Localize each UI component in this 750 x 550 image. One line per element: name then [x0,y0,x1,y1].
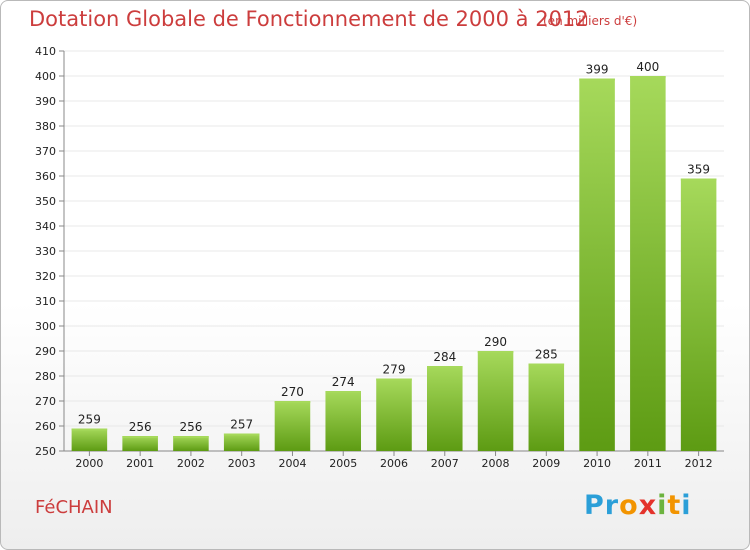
y-tick-label: 350 [35,195,56,208]
bar-2011 [630,76,666,451]
logo-letter: i [657,490,668,521]
data-label: 270 [281,385,304,399]
bar-top-edge [223,433,260,436]
bar-2008 [477,351,514,451]
x-tick-label: 2011 [634,457,662,470]
x-tick-label: 2004 [278,457,306,470]
bar-top-edge [274,401,311,403]
x-tick-label: 2010 [583,457,611,470]
y-tick-label: 330 [35,245,56,258]
data-label: 256 [179,420,202,434]
chart-title: Dotation Globale de Fonctionnement de 20… [29,7,589,31]
bar-2012 [680,178,717,451]
x-tick-label: 2007 [431,457,459,470]
commune-name: FéCHAIN [35,497,113,518]
x-tick-label: 2005 [329,457,357,470]
y-tick-label: 260 [35,420,56,433]
data-label: 290 [484,335,507,349]
bar-top-edge [630,76,666,78]
y-tick-label: 340 [35,220,56,233]
x-tick-label: 2001 [126,457,154,470]
y-tick-label: 410 [35,45,56,58]
data-label: 399 [586,63,609,77]
x-tick-label: 2002 [177,457,205,470]
y-tick-label: 380 [35,120,56,133]
y-tick-label: 270 [35,395,56,408]
y-tick-label: 320 [35,270,56,283]
bars [71,76,717,451]
bar-top-edge [71,428,108,431]
y-tick-label: 290 [35,345,56,358]
y-tick-label: 360 [35,170,56,183]
bar-top-edge [173,436,209,438]
y-tick-label: 400 [35,70,56,83]
logo-letter: r [604,490,620,521]
logo-letter: i [681,490,692,521]
y-tick-label: 390 [35,95,56,108]
logo-letter: x [638,490,658,521]
x-tick-label: 2003 [228,457,256,470]
logo-letter: P [584,490,605,521]
data-label: 285 [535,348,558,362]
bar-top-edge [680,178,717,181]
y-tick-label: 370 [35,145,56,158]
x-tick-label: 2012 [685,457,713,470]
y-tick-label: 310 [35,295,56,308]
data-label: 284 [433,350,456,364]
bar-2004 [274,401,311,451]
bar-top-edge [477,351,514,353]
x-tick-label: 2008 [482,457,510,470]
y-tick-label: 280 [35,370,56,383]
bar-top-edge [376,378,412,381]
x-tick-label: 2000 [75,457,103,470]
chart-unit-label: (en milliers d'€) [543,14,638,28]
bar-2005 [325,391,361,451]
proxiti-logo: Proxiti [584,490,692,521]
data-label: 400 [636,60,659,74]
bar-2007 [427,366,463,451]
bar-top-edge [528,363,565,366]
bar-top-edge [325,391,361,393]
data-label: 359 [687,163,710,177]
bar-top-edge [427,366,463,368]
bar-2000 [71,428,108,451]
data-label: 257 [230,418,253,432]
data-label: 274 [332,375,355,389]
bar-2006 [376,378,412,451]
bar-2009 [528,363,565,451]
logo-letter: o [619,490,639,521]
logo-letter: t [667,490,682,521]
labels: 250 260 270 280 290 300 310 320 330 340 350 360 370 3… [35,45,713,470]
bar-2010 [579,78,615,451]
data-label: 256 [129,420,152,434]
bar-top-edge [122,436,158,438]
data-label: 259 [78,413,101,427]
y-tick-label: 300 [35,320,56,333]
bar-2002 [173,436,209,451]
bar-top-edge [579,78,615,81]
y-tick-label: 250 [35,445,56,458]
data-label: 279 [383,363,406,377]
bar-2003 [223,433,260,451]
x-tick-label: 2006 [380,457,408,470]
x-tick-label: 2009 [532,457,560,470]
bar-2001 [122,436,158,451]
